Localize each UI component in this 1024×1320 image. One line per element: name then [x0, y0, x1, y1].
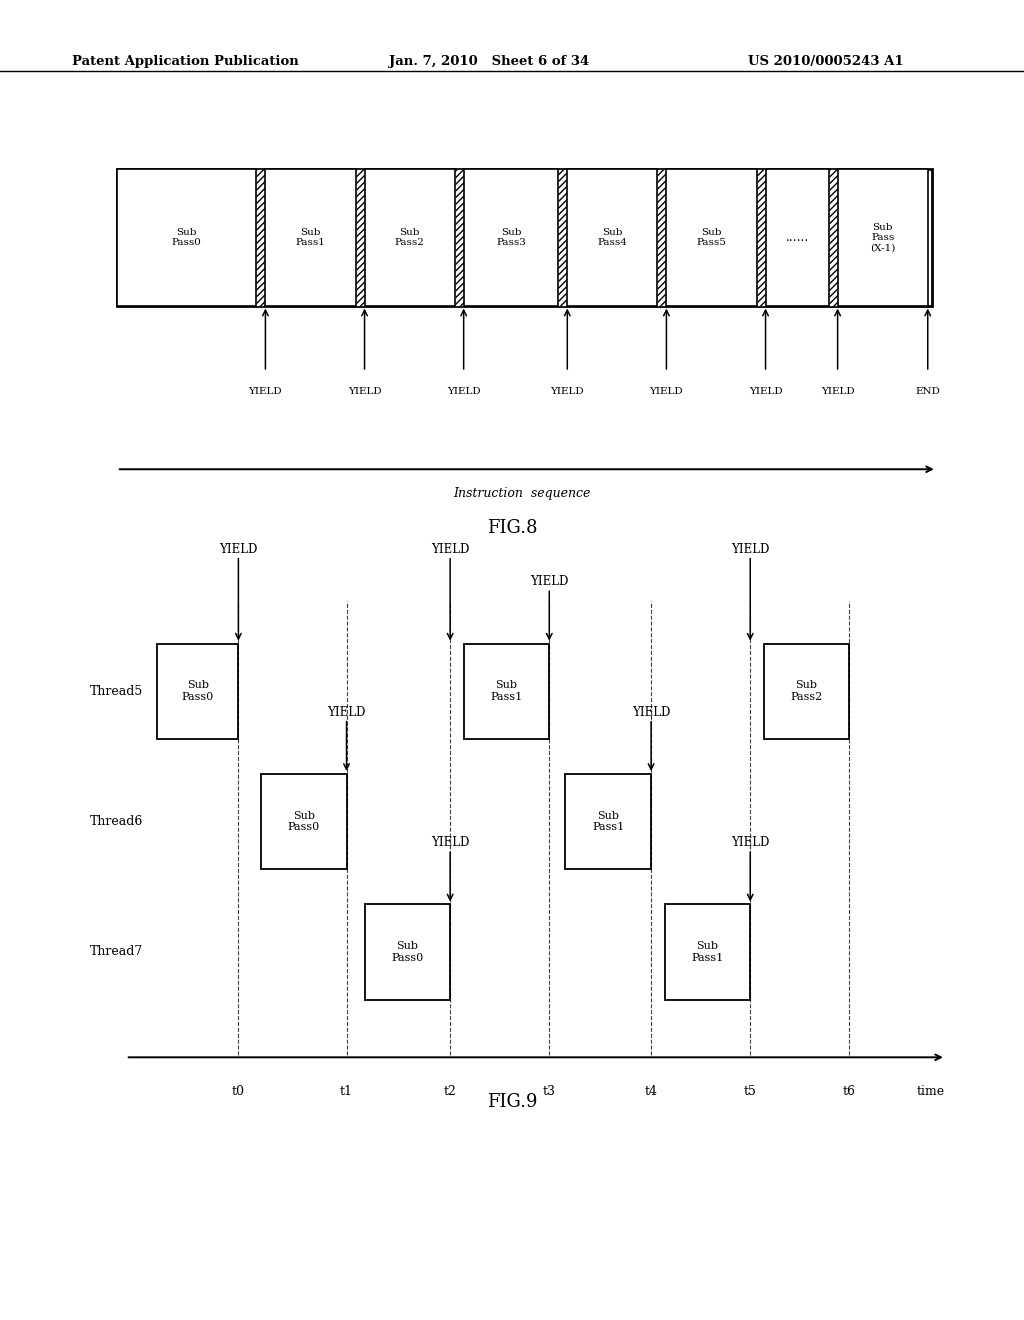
- Text: YIELD: YIELD: [431, 836, 469, 849]
- Text: YIELD: YIELD: [821, 388, 854, 396]
- Text: t1: t1: [340, 1085, 353, 1098]
- Text: YIELD: YIELD: [731, 836, 769, 849]
- Text: Sub
Pass2: Sub Pass2: [394, 228, 425, 247]
- Text: Sub
Pass2: Sub Pass2: [791, 680, 822, 702]
- Text: YIELD: YIELD: [530, 576, 568, 589]
- Bar: [256, 169, 265, 306]
- Text: YIELD: YIELD: [219, 543, 258, 556]
- Bar: [464, 169, 558, 306]
- Bar: [261, 774, 346, 869]
- Bar: [355, 169, 365, 306]
- Text: Instruction  sequence: Instruction sequence: [454, 487, 591, 500]
- Bar: [764, 644, 849, 739]
- Text: YIELD: YIELD: [551, 388, 584, 396]
- Text: YIELD: YIELD: [731, 543, 769, 556]
- Bar: [766, 169, 828, 306]
- Bar: [838, 169, 928, 306]
- Text: YIELD: YIELD: [431, 543, 469, 556]
- Text: YIELD: YIELD: [632, 706, 671, 718]
- Bar: [565, 774, 651, 869]
- Bar: [117, 169, 256, 306]
- Text: FIG.9: FIG.9: [486, 1093, 538, 1111]
- Bar: [567, 169, 657, 306]
- Text: Sub
Pass1: Sub Pass1: [490, 680, 522, 702]
- Bar: [828, 169, 838, 306]
- Text: Thread5: Thread5: [90, 685, 143, 698]
- Text: YIELD: YIELD: [348, 388, 381, 396]
- Text: Jan. 7, 2010   Sheet 6 of 34: Jan. 7, 2010 Sheet 6 of 34: [389, 55, 590, 69]
- Text: Sub
Pass1: Sub Pass1: [691, 941, 724, 962]
- Text: ......: ......: [785, 231, 809, 244]
- Text: Sub
Pass
(X-1): Sub Pass (X-1): [870, 223, 895, 252]
- Bar: [665, 904, 751, 999]
- Text: Thread7: Thread7: [90, 945, 143, 958]
- Bar: [455, 169, 464, 306]
- Text: t2: t2: [443, 1085, 457, 1098]
- Text: Sub
Pass3: Sub Pass3: [496, 228, 526, 247]
- Text: Sub
Pass0: Sub Pass0: [288, 810, 319, 833]
- Text: YIELD: YIELD: [446, 388, 480, 396]
- Text: t6: t6: [843, 1085, 856, 1098]
- Text: Sub
Pass0: Sub Pass0: [172, 228, 202, 247]
- Bar: [265, 169, 355, 306]
- Bar: [667, 169, 757, 306]
- Text: t3: t3: [543, 1085, 556, 1098]
- Text: Sub
Pass4: Sub Pass4: [597, 228, 628, 247]
- Bar: [365, 169, 455, 306]
- Text: Thread6: Thread6: [90, 814, 143, 828]
- Text: Sub
Pass5: Sub Pass5: [696, 228, 726, 247]
- Bar: [657, 169, 667, 306]
- Text: t4: t4: [644, 1085, 657, 1098]
- Text: END: END: [915, 388, 940, 396]
- Text: YIELD: YIELD: [328, 706, 366, 718]
- Bar: [158, 644, 239, 739]
- Bar: [757, 169, 766, 306]
- Text: YIELD: YIELD: [649, 388, 683, 396]
- Bar: [558, 169, 567, 306]
- Text: Sub
Pass1: Sub Pass1: [592, 810, 625, 833]
- Text: YIELD: YIELD: [749, 388, 782, 396]
- Text: YIELD: YIELD: [249, 388, 283, 396]
- Text: Sub
Pass1: Sub Pass1: [296, 228, 326, 247]
- Bar: [117, 169, 932, 306]
- Bar: [365, 904, 451, 999]
- Text: Sub
Pass0: Sub Pass0: [391, 941, 424, 962]
- Bar: [464, 644, 549, 739]
- Text: Sub
Pass0: Sub Pass0: [181, 680, 214, 702]
- Text: t5: t5: [743, 1085, 757, 1098]
- Text: time: time: [916, 1085, 945, 1098]
- Text: FIG.8: FIG.8: [486, 519, 538, 537]
- Text: t0: t0: [231, 1085, 245, 1098]
- Text: US 2010/0005243 A1: US 2010/0005243 A1: [748, 55, 903, 69]
- Text: Patent Application Publication: Patent Application Publication: [72, 55, 298, 69]
